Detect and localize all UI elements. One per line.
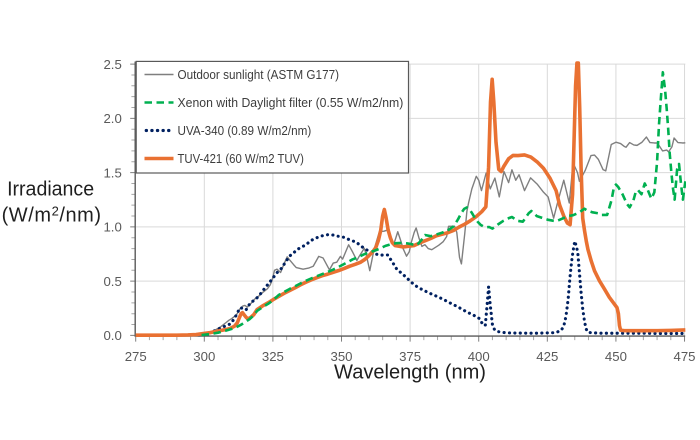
svg-text:400: 400 bbox=[468, 349, 490, 364]
svg-text:475: 475 bbox=[674, 349, 696, 364]
svg-text:425: 425 bbox=[536, 349, 558, 364]
svg-text:450: 450 bbox=[605, 349, 627, 364]
svg-text:1.0: 1.0 bbox=[103, 220, 121, 235]
svg-text:(W/m2/nm): (W/m2/nm) bbox=[2, 203, 102, 226]
svg-text:Wavelength (nm): Wavelength (nm) bbox=[334, 362, 486, 384]
svg-text:325: 325 bbox=[262, 349, 284, 364]
svg-text:2.5: 2.5 bbox=[103, 57, 121, 72]
svg-text:1.5: 1.5 bbox=[103, 165, 121, 180]
svg-text:TUV-421 (60 W/m2 TUV): TUV-421 (60 W/m2 TUV) bbox=[178, 152, 304, 166]
svg-text:275: 275 bbox=[125, 349, 147, 364]
svg-text:0.5: 0.5 bbox=[103, 274, 121, 289]
svg-text:Xenon with Daylight filter (0.: Xenon with Daylight filter (0.55 W/m2/nm… bbox=[178, 96, 404, 110]
svg-text:375: 375 bbox=[399, 349, 421, 364]
svg-text:350: 350 bbox=[331, 349, 353, 364]
svg-text:Outdoor sunlight (ASTM G177): Outdoor sunlight (ASTM G177) bbox=[178, 68, 340, 82]
svg-text:2.0: 2.0 bbox=[103, 111, 121, 126]
svg-text:Irradiance: Irradiance bbox=[7, 178, 94, 200]
svg-text:UVA-340 (0.89 W/m2/nm): UVA-340 (0.89 W/m2/nm) bbox=[178, 124, 312, 138]
svg-text:300: 300 bbox=[193, 349, 215, 364]
svg-text:0.0: 0.0 bbox=[103, 328, 121, 343]
